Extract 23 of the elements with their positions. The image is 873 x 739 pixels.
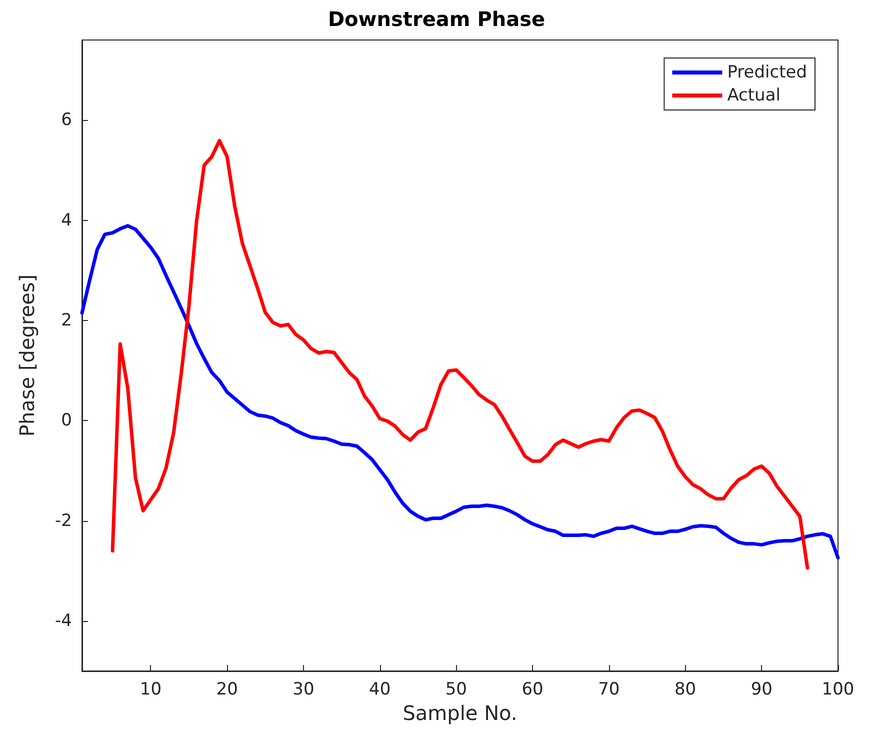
y-tick-label: -2 — [55, 510, 72, 531]
y-tick-label: 6 — [61, 110, 72, 130]
x-tick-label: 60 — [522, 680, 544, 700]
x-tick-label: 70 — [598, 680, 620, 700]
x-axis-title: Sample No. — [402, 700, 518, 725]
y-axis-title: Phase [degrees] — [15, 274, 39, 437]
y-tick-label: 0 — [61, 410, 72, 431]
x-tick-label: 40 — [369, 680, 391, 700]
y-tick-label: 2 — [61, 310, 72, 330]
x-tick-label: 90 — [750, 680, 772, 700]
x-tick-label: 50 — [445, 680, 467, 700]
x-tick-label: 10 — [140, 680, 162, 700]
legend-label: Actual — [727, 86, 780, 106]
legend-label: Predicted — [727, 62, 808, 82]
y-tick-label: -4 — [55, 610, 72, 631]
x-tick-label: 100 — [822, 680, 854, 700]
line-series — [110, 138, 810, 570]
y-tick-label: 4 — [61, 210, 72, 230]
x-tick-label: 30 — [292, 680, 314, 700]
x-tick-label: 80 — [674, 680, 696, 700]
chart-title: Downstream Phase — [328, 7, 546, 31]
line-series — [80, 224, 840, 560]
x-tick-label: 20 — [216, 680, 238, 700]
